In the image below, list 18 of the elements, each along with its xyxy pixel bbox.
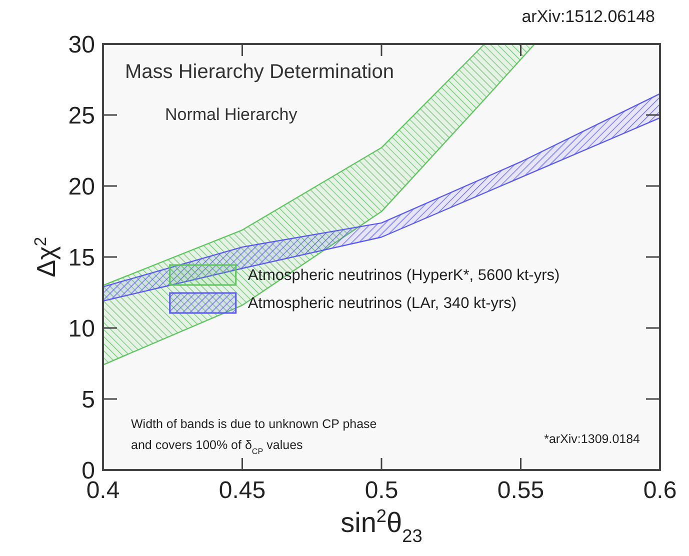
y-tick-label: 5: [82, 386, 95, 414]
y-tick-label: 10: [68, 315, 95, 342]
annotation: *arXiv:1309.0184: [544, 432, 640, 446]
y-tick-label: 20: [68, 173, 95, 200]
x-tick-label: 0.45: [218, 477, 266, 504]
text: Mass Hierarchy Determination: [125, 61, 394, 83]
legend-label: Atmospheric neutrinos (LAr, 340 kt-yrs): [248, 295, 517, 312]
text: Normal Hierarchy: [165, 105, 298, 124]
annotation: Width of bands is due to unknown CP phase: [131, 417, 377, 431]
x-axis-title: sin$^{2}$θ$_{23}$: [340, 506, 422, 546]
y-tick-label: 25: [68, 102, 95, 130]
y-tick-label: 15: [68, 244, 95, 272]
x-tick-label: 0.55: [497, 477, 544, 504]
text: arXiv:1512.06148: [522, 7, 655, 26]
y-tick-label: 30: [68, 31, 95, 58]
x-tick-label: 0.5: [364, 477, 398, 504]
annotation: and covers 100% of δ$_{CP}$ values: [131, 438, 303, 456]
x-tick-label: 0.6: [643, 477, 677, 504]
